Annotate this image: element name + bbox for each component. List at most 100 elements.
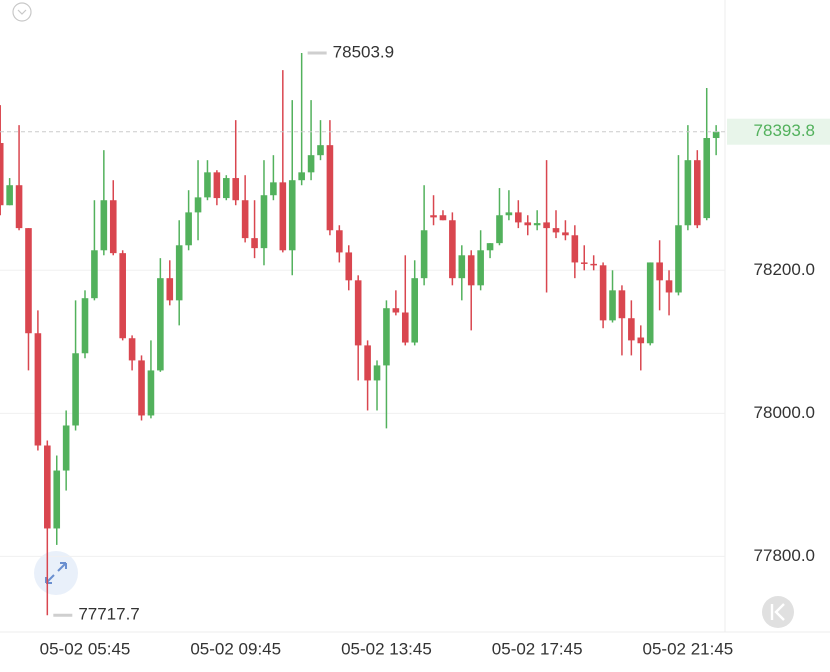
candle-body [467, 255, 475, 286]
candle-body [128, 338, 136, 361]
candle-body [703, 138, 711, 219]
candle-body [580, 262, 588, 264]
collapse-circle [12, 2, 32, 22]
candle-body [279, 182, 287, 251]
candle-body [458, 255, 466, 279]
candle-body [307, 155, 315, 173]
max-marker-label: 78503.9 [333, 42, 394, 61]
candle-body [430, 215, 437, 218]
candle-body [628, 318, 635, 341]
candle-body [515, 212, 522, 223]
candle-body [420, 230, 428, 279]
min-marker-label: 77717.7 [78, 605, 139, 624]
y-tick-label: 78200.0 [754, 260, 815, 279]
candle-body [317, 145, 324, 156]
candle-body [81, 298, 89, 354]
x-tick-label: 05-02 21:45 [643, 639, 734, 658]
candle-body [571, 235, 579, 263]
back-circle [762, 596, 794, 628]
candle-body [157, 278, 164, 371]
candle-body [288, 180, 296, 251]
candle-body [543, 222, 550, 229]
candle-body [505, 212, 513, 216]
expand-button[interactable] [34, 551, 78, 595]
x-tick-label: 05-02 17:45 [492, 639, 583, 658]
candle-body [411, 278, 418, 343]
candle-body [6, 185, 13, 206]
x-tick-label: 05-02 13:45 [341, 639, 432, 658]
x-tick-label: 05-02 09:45 [190, 639, 281, 658]
candle-body [694, 160, 701, 226]
candle-body [486, 243, 494, 251]
candle-body [147, 370, 155, 416]
candle-body [496, 215, 503, 244]
candle-body [100, 200, 108, 251]
plot: 77800.0 78000.0 78200.0 05-02 05:45 05-02 09… [0, 42, 830, 658]
last-price-tag [727, 118, 830, 145]
collapse-button[interactable] [12, 2, 32, 22]
candle-body [204, 172, 211, 198]
candle-body [232, 178, 240, 201]
expand-icon [45, 562, 67, 584]
expand-circle [34, 551, 78, 595]
back-icon [770, 603, 785, 621]
candle-body [364, 345, 371, 381]
candle-body [223, 178, 230, 199]
y-tick-label: 77800.0 [754, 546, 815, 565]
last-price-label: 78393.8 [754, 121, 815, 140]
candle-body [72, 353, 79, 426]
candle-body [241, 200, 249, 239]
candle-body [34, 333, 42, 446]
candle-body [477, 250, 484, 286]
candle-body [401, 312, 409, 343]
candle-body [62, 425, 70, 471]
candle-body [675, 225, 682, 293]
candle-body [175, 245, 183, 301]
candle-body [646, 262, 654, 344]
candle-body [25, 228, 32, 334]
candle-body [298, 172, 305, 181]
y-tick-label: 78000.0 [754, 403, 815, 422]
candle-body [684, 160, 692, 226]
candle-body [260, 195, 268, 249]
candle-body [345, 252, 353, 281]
candle-body [166, 278, 174, 301]
candle-body [552, 228, 560, 233]
candle-body [383, 308, 390, 366]
candle-body [119, 253, 126, 339]
candle-body [449, 220, 456, 279]
candle-body [326, 145, 334, 231]
candle-body [109, 200, 117, 254]
candle-body [185, 212, 192, 246]
candle-body [336, 230, 343, 253]
candle-body [194, 197, 202, 213]
candle-body [270, 182, 277, 196]
candle-body [637, 337, 645, 344]
candle-body [618, 290, 626, 319]
candle-body [213, 172, 221, 199]
candle-body [562, 232, 569, 236]
candle-body [599, 265, 607, 321]
candle-body [53, 470, 61, 529]
candle-body [0, 143, 4, 206]
candle-body [354, 280, 362, 346]
candle-body [138, 360, 145, 416]
candle-body [392, 308, 400, 313]
candle-body [590, 263, 597, 266]
x-tick-label: 05-02 05:45 [40, 639, 131, 658]
collapse-chevron [17, 9, 27, 15]
candle-body [251, 238, 258, 249]
candle-body [524, 222, 532, 226]
candle-body [609, 290, 616, 321]
candle-body [533, 223, 541, 226]
candle-body [373, 365, 381, 381]
candle-body [712, 131, 720, 139]
candle-body [665, 280, 673, 293]
back-to-latest-button[interactable] [762, 596, 794, 628]
candle-body [15, 185, 23, 229]
candle-body [656, 262, 663, 281]
candle-body [44, 445, 51, 529]
candle-body [439, 215, 447, 221]
